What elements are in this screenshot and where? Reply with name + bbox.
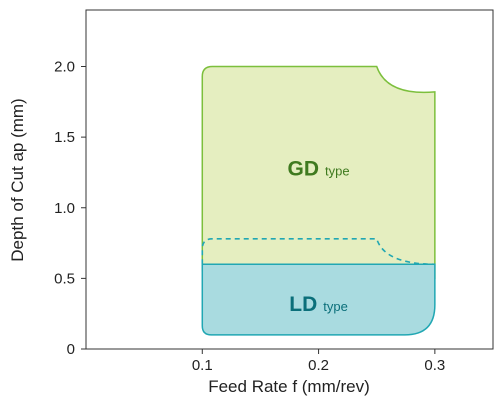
y-tick-label: 1.0 [54, 200, 75, 217]
ld-dashed-boundary [201, 238, 435, 266]
ld-type-label: LD type [289, 293, 348, 316]
x-tick-label: 0.3 [424, 357, 445, 374]
y-tick-label: 2.0 [54, 59, 75, 76]
x-tick-label: 0.1 [192, 357, 213, 374]
x-tick-label: 0.2 [308, 357, 329, 374]
gd-type-label: GD type [288, 157, 350, 180]
ld-type-region [201, 263, 436, 336]
y-tick-label: 1.5 [54, 129, 75, 146]
x-axis-title: Feed Rate f (mm/rev) [208, 377, 370, 396]
plot-frame [85, 9, 494, 350]
y-tick-label: 0.5 [54, 270, 75, 287]
y-axis-title: Depth of Cut ap (mm) [8, 98, 27, 261]
y-tick-label: 0 [67, 341, 75, 358]
